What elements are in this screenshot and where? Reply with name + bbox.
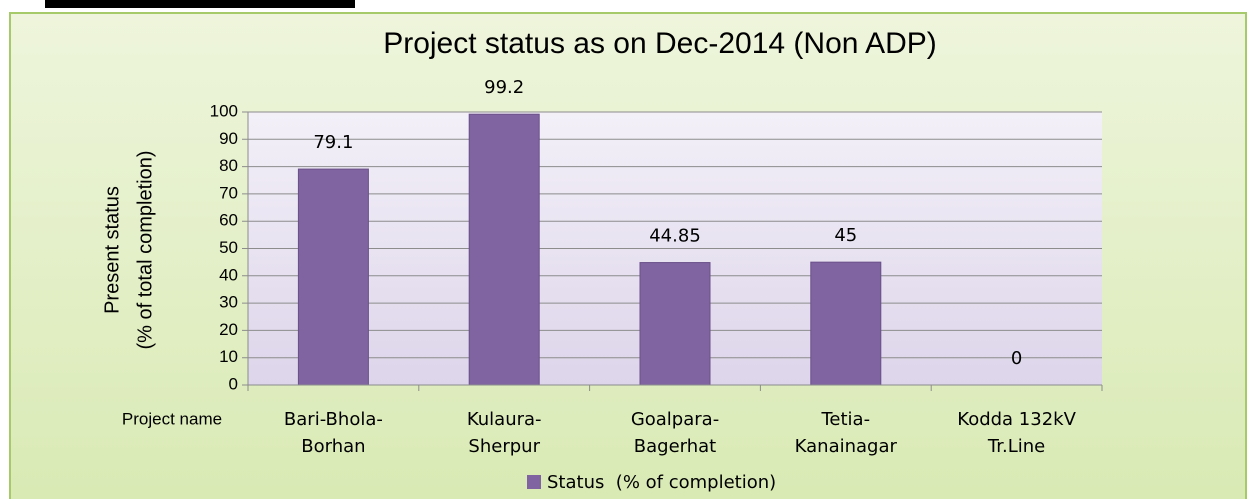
bar bbox=[810, 261, 882, 386]
data-label: 79.1 bbox=[313, 132, 353, 153]
y-tick-label: 30 bbox=[219, 293, 238, 312]
legend-label: Status (% of completion) bbox=[547, 472, 776, 493]
y-tick-label: 90 bbox=[219, 129, 238, 148]
legend-swatch bbox=[527, 475, 541, 489]
data-label: 0 bbox=[1011, 348, 1022, 369]
data-label: 99.2 bbox=[484, 77, 524, 98]
y-tick-label: 60 bbox=[219, 211, 238, 230]
x-tick-label: Goalpara-Bagerhat bbox=[631, 409, 719, 457]
bar bbox=[468, 113, 540, 386]
bar bbox=[297, 168, 369, 386]
data-label: 45 bbox=[834, 225, 857, 246]
y-tick-label: 100 bbox=[210, 101, 238, 120]
y-tick-label: 50 bbox=[219, 238, 238, 257]
x-tick-label: Bari-Bhola-Borhan bbox=[284, 409, 383, 457]
x-tick-label: Tetia-Kanainagar bbox=[795, 409, 898, 457]
data-label: 44.85 bbox=[649, 226, 701, 247]
x-tick-label: Kodda 132kV Tr.Line bbox=[957, 409, 1076, 457]
y-tick-label: 10 bbox=[219, 347, 238, 366]
x-axis-label: Project name bbox=[122, 409, 222, 428]
y-axis-label: Present status (% of total completion) bbox=[102, 151, 157, 350]
y-tick-label: 80 bbox=[219, 156, 238, 175]
chart-title: Project status as on Dec-2014 (Non ADP) bbox=[383, 27, 937, 60]
y-tick-label: 20 bbox=[219, 320, 238, 339]
y-tick-label: 40 bbox=[219, 265, 238, 284]
y-tick-label: 70 bbox=[219, 183, 238, 202]
x-tick-label: Kulaura-Sherpur bbox=[467, 409, 542, 457]
header-bar bbox=[45, 0, 355, 8]
bar bbox=[639, 262, 711, 386]
y-tick-label: 0 bbox=[229, 374, 238, 393]
